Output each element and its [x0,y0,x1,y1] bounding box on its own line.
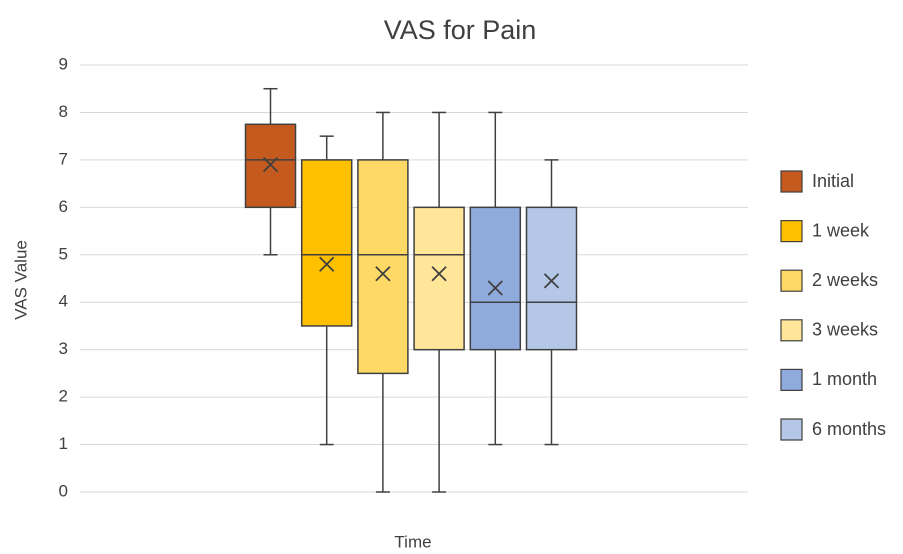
legend-label: 3 weeks [812,320,878,340]
mean-marker [319,256,335,272]
legend-swatch [780,269,803,292]
box [357,159,409,375]
y-tick-label: 7 [59,149,68,168]
legend-label: Initial [812,171,854,191]
legend-label: 1 month [812,369,877,389]
legend-swatch [780,418,803,441]
y-tick-label: 2 [59,387,68,406]
box [413,206,465,351]
box [469,206,522,351]
y-tick-label: 8 [59,102,68,121]
x-axis-title: Time [394,532,431,551]
y-tick-label: 5 [59,244,68,263]
y-tick-label: 6 [59,197,68,216]
legend-swatch [780,319,803,342]
y-tick-label: 4 [59,292,68,311]
mean-marker [262,156,279,173]
chart-title: VAS for Pain [384,15,537,45]
legend-swatch [780,170,803,193]
legend-label: 6 months [812,419,886,439]
y-tick-label: 0 [59,481,68,500]
box [300,159,353,327]
y-axis-title: VAS Value [11,240,30,320]
legend-label: 1 week [812,220,870,240]
legend-swatch [780,220,803,243]
legend-swatch [780,368,803,391]
mean-marker [375,266,391,282]
box [525,206,578,351]
y-tick-label: 3 [59,339,68,358]
mean-marker [487,280,503,296]
mean-marker [431,266,447,282]
y-tick-label: 1 [59,434,68,453]
legend-label: 2 weeks [812,270,878,290]
mean-marker [543,273,560,289]
y-tick-label: 9 [59,54,68,73]
